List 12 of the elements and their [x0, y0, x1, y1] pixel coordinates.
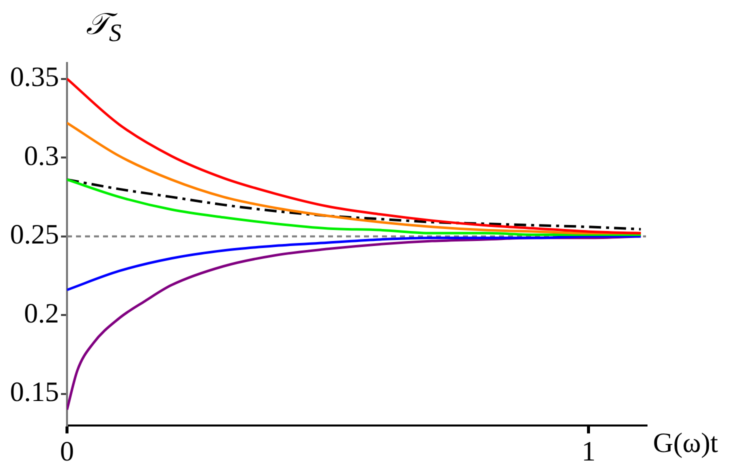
y-tick-label: 0.3 [24, 140, 59, 172]
x-tick-label: 1 [582, 436, 596, 468]
y-tick-label: 0.25 [10, 220, 59, 251]
line-series [67, 235, 642, 292]
line-series [67, 78, 642, 234]
x-tick-label: 0 [60, 436, 74, 468]
x-axis-title: G(ω)t [653, 428, 718, 460]
y-axis-title: 𝒯$_{S}$ [86, 8, 122, 48]
y-tick-label: 0.2 [24, 298, 59, 330]
y-tick-label: 0.35 [10, 62, 59, 94]
y-tick-label: 0.15 [10, 377, 59, 408]
line-series [67, 122, 642, 234]
